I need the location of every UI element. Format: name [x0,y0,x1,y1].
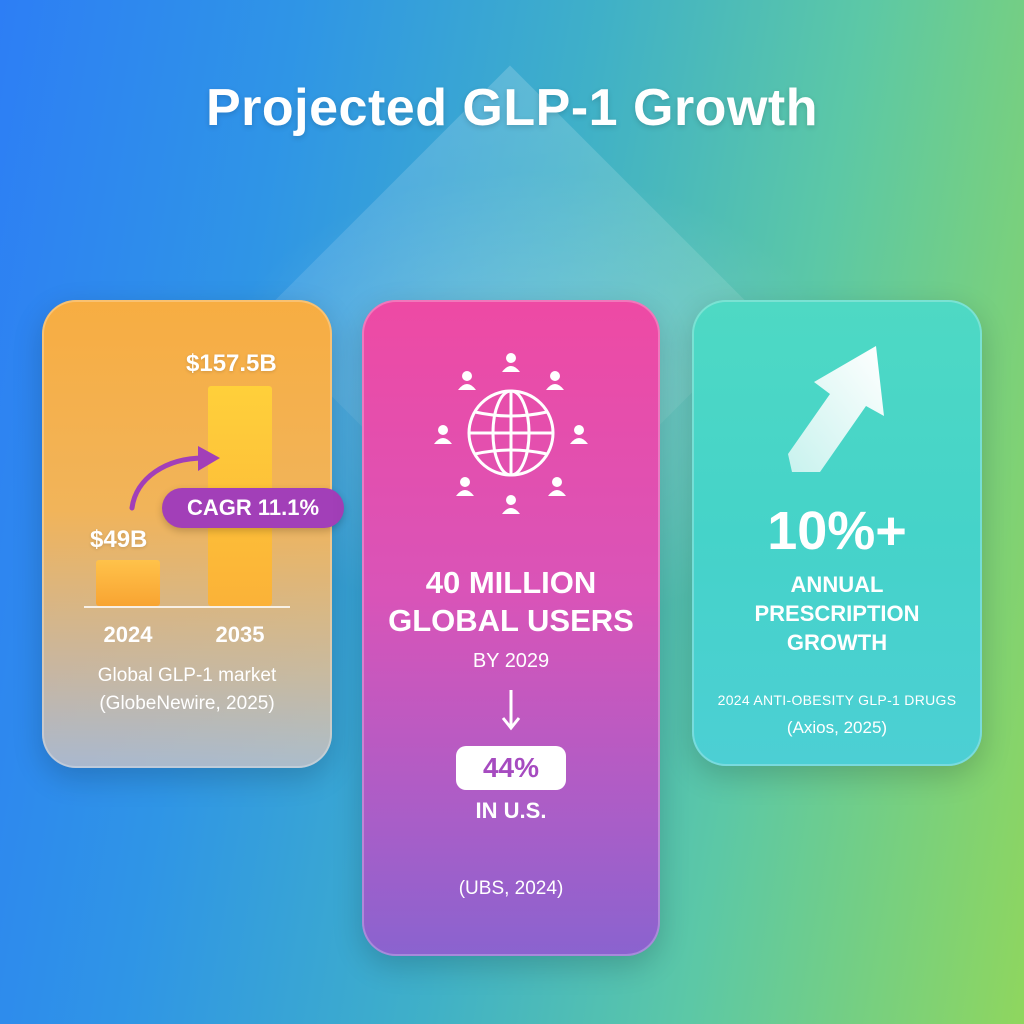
prescription-card: 10%+ ANNUAL PRESCRIPTION GROWTH 2024 ANT… [692,300,982,766]
prescription-label: ANNUAL PRESCRIPTION GROWTH [692,570,982,657]
growth-curve-arrow-icon [129,446,220,511]
prescription-label-line1: ANNUAL [790,572,884,597]
value-label-2024: $49B [90,526,148,553]
market-caption-line2: (GlobeNewire, 2025) [99,693,275,714]
users-headline-line1: 40 MILLION [425,565,597,600]
prescription-subtitle: 2024 ANTI-OBESITY GLP-1 DRUGS [717,692,957,708]
market-caption-line1: Global GLP-1 market [97,665,277,686]
page-title: Projected GLP-1 Growth [206,79,818,137]
chart-baseline [84,606,290,608]
prescription-source: (Axios, 2025) [786,718,888,737]
users-headline: 40 MILLION GLOBAL USERS [362,564,660,640]
x-tick-2035: 2035 [215,622,265,647]
users-card: 40 MILLION GLOBAL USERS BY 2029 44% IN U… [362,300,660,956]
us-share-badge: 44% [456,746,566,790]
prescription-label-line3: GROWTH [786,630,888,655]
users-by-year: BY 2029 [472,650,550,672]
us-label: IN U.S. [475,798,547,823]
value-label-2035: $157.5B [186,350,277,377]
down-arrow-icon [501,690,521,731]
users-headline-line2: GLOBAL USERS [388,603,634,638]
users-source: (UBS, 2024) [458,878,564,899]
globe-users-icon [434,353,588,514]
bar-2024 [96,560,160,606]
market-card: $49B $157.5B CAGR 11.1% 2024 2035 Global… [42,300,344,768]
cagr-badge: CAGR 11.1% [162,488,344,528]
up-arrow-icon [788,346,884,472]
x-tick-2024: 2024 [103,622,153,647]
prescription-growth-value: 10%+ [767,501,907,561]
prescription-label-line2: PRESCRIPTION [754,601,920,626]
